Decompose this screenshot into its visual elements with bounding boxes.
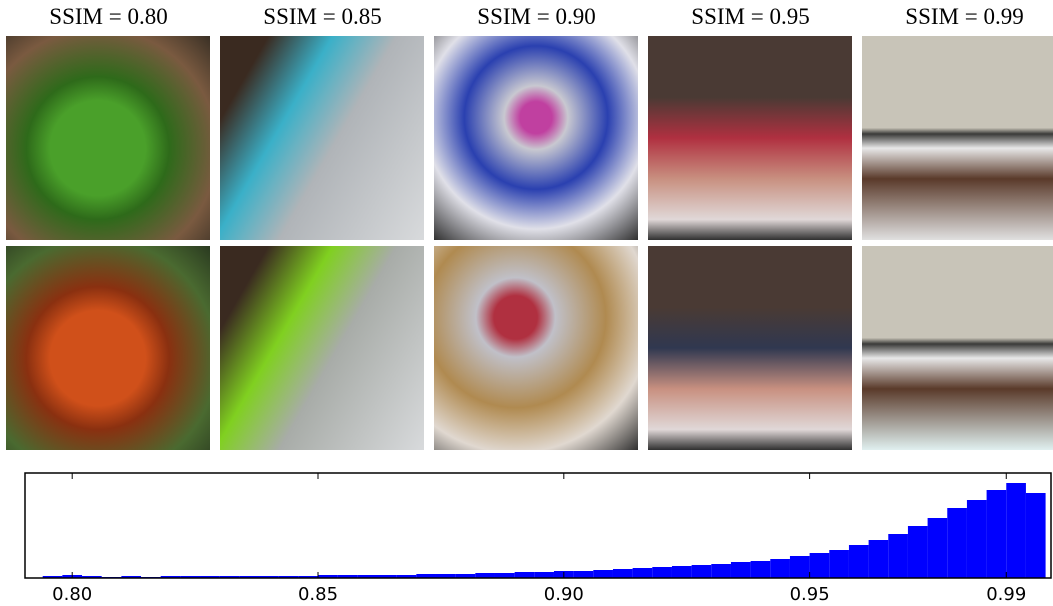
bar: [612, 569, 633, 578]
bar: [376, 575, 397, 578]
image: [220, 36, 424, 240]
panel-title: SSIM = 0.90: [477, 4, 596, 29]
bar: [888, 534, 908, 578]
image: [862, 246, 1053, 450]
panel-title: SSIM = 0.95: [691, 4, 810, 29]
bar: [534, 572, 554, 578]
bar: [907, 526, 928, 578]
x-tick-label: 0.90: [544, 584, 584, 605]
bar: [652, 567, 672, 578]
bar: [1006, 483, 1026, 578]
bar: [809, 553, 830, 578]
bar: [121, 576, 142, 578]
x-tick-label: 0.85: [298, 584, 338, 605]
bar: [593, 570, 613, 578]
image: [220, 246, 424, 450]
image: [434, 246, 638, 450]
bar: [730, 562, 751, 578]
x-tick-label: 0.99: [986, 584, 1026, 605]
bar: [475, 573, 495, 578]
bar: [416, 574, 436, 578]
bar: [671, 566, 692, 578]
bar: [435, 574, 456, 578]
bar: [711, 564, 731, 578]
bar: [82, 576, 102, 578]
bar: [278, 576, 299, 578]
panel-title: SSIM = 0.80: [49, 4, 168, 29]
image: [434, 36, 638, 240]
x-tick-label: 0.95: [790, 584, 830, 605]
bar: [966, 500, 987, 578]
bar: [868, 540, 889, 578]
bar: [573, 571, 594, 578]
bar: [298, 576, 319, 578]
bar: [455, 574, 476, 578]
bar: [219, 576, 240, 578]
bar: [259, 576, 279, 578]
panel-title: SSIM = 0.99: [905, 4, 1024, 29]
bar: [239, 576, 260, 578]
bar: [337, 575, 358, 578]
image: [648, 246, 852, 450]
bar: [180, 576, 201, 578]
bar: [632, 568, 653, 578]
panel-title: SSIM = 0.85: [263, 4, 382, 29]
bar: [514, 572, 535, 578]
bar: [318, 575, 338, 578]
bar: [494, 573, 515, 578]
bar: [200, 576, 220, 578]
bar: [42, 576, 63, 578]
image: [862, 36, 1053, 240]
bar: [947, 508, 967, 578]
bar: [829, 550, 849, 578]
bar: [357, 575, 377, 578]
bar: [770, 559, 790, 578]
bar: [927, 518, 948, 578]
bar: [750, 561, 771, 578]
bar: [848, 545, 869, 578]
axes-frame: [24, 472, 1052, 579]
bar: [160, 576, 181, 578]
image: [648, 36, 852, 240]
image: [6, 246, 210, 450]
bar: [691, 565, 712, 578]
x-tick-label: 0.80: [52, 584, 92, 605]
bar: [396, 575, 417, 578]
bar: [789, 556, 810, 578]
image: [6, 36, 210, 240]
bar: [1025, 493, 1046, 578]
bar: [986, 490, 1007, 578]
